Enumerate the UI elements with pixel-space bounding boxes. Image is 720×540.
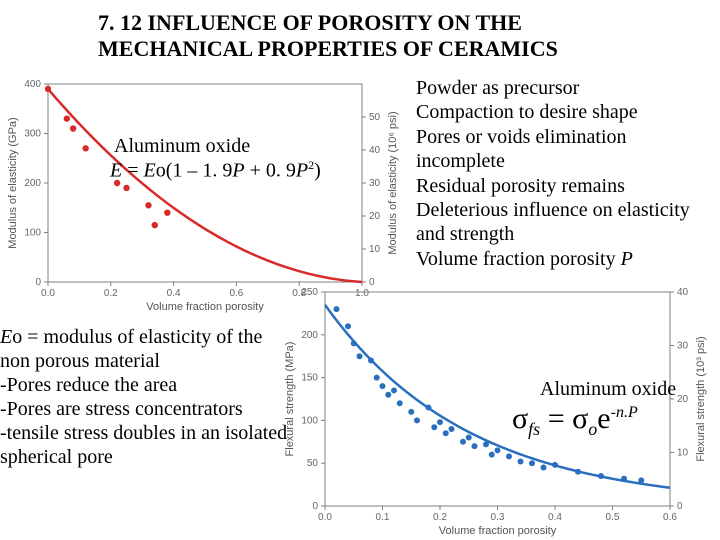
svg-text:300: 300 [24,129,41,140]
svg-text:200: 200 [24,178,41,189]
svg-text:0.0: 0.0 [318,512,332,523]
flexural-vs-porosity-chart: 0.00.10.20.30.40.50.60501001502002500102… [275,282,720,540]
svg-text:50: 50 [307,458,319,469]
svg-text:400: 400 [24,79,41,90]
svg-text:0.4: 0.4 [548,512,562,523]
svg-text:0: 0 [312,501,318,512]
chart1-material-label: Aluminum oxide [114,135,250,158]
svg-text:Modulus of elasticity (GPa): Modulus of elasticity (GPa) [7,117,19,248]
svg-text:0.0: 0.0 [41,288,55,299]
svg-text:40: 40 [369,145,381,156]
svg-text:30: 30 [369,178,381,189]
svg-text:0.2: 0.2 [433,512,447,523]
title-line-1: 7. 12 INFLUENCE OF POROSITY ON THE [98,10,522,35]
svg-text:0.6: 0.6 [229,288,243,299]
svg-text:Volume fraction porosity: Volume fraction porosity [146,301,264,313]
svg-text:Modulus of elasticity (10⁶ psi: Modulus of elasticity (10⁶ psi) [387,111,399,254]
svg-text:30: 30 [677,341,689,352]
porosity-bullets: Powder as precursorCompaction to desire … [416,76,716,271]
svg-text:150: 150 [301,373,318,384]
section-title: 7. 12 INFLUENCE OF POROSITY ON THE MECHA… [98,10,678,62]
svg-text:Flexural strength (MPa): Flexural strength (MPa) [284,342,296,457]
svg-text:0.4: 0.4 [167,288,181,299]
modulus-vs-porosity-chart: 0.00.20.40.60.81.00100200300400010203040… [0,76,410,316]
svg-text:0.6: 0.6 [663,512,677,523]
svg-text:40: 40 [677,287,689,298]
svg-text:0: 0 [677,501,683,512]
svg-text:250: 250 [301,287,318,298]
title-line-2: MECHANICAL PROPERTIES OF CERAMICS [98,36,558,61]
svg-text:100: 100 [301,415,318,426]
svg-text:0: 0 [35,277,41,288]
chart1-equation: E = Eo(1 – 1. 9P + 0. 9P2) [110,158,321,183]
svg-text:0.1: 0.1 [376,512,390,523]
chart2-material-label: Aluminum oxide [540,378,676,401]
svg-text:20: 20 [677,394,689,405]
svg-text:20: 20 [369,211,381,222]
chart2-equation: σfs = σoe-n.P [512,402,638,440]
svg-text:0.5: 0.5 [606,512,620,523]
svg-text:200: 200 [301,330,318,341]
left-notes: Eo = modulus of elasticity of the non po… [0,325,290,469]
svg-text:10: 10 [369,244,381,255]
svg-text:Volume fraction porosity: Volume fraction porosity [439,525,557,537]
svg-text:10: 10 [677,448,689,459]
svg-text:0.2: 0.2 [104,288,118,299]
svg-text:100: 100 [24,228,41,239]
svg-text:0.3: 0.3 [491,512,505,523]
svg-text:Flexural strength (10³ psi): Flexural strength (10³ psi) [695,336,707,461]
svg-text:50: 50 [369,112,381,123]
